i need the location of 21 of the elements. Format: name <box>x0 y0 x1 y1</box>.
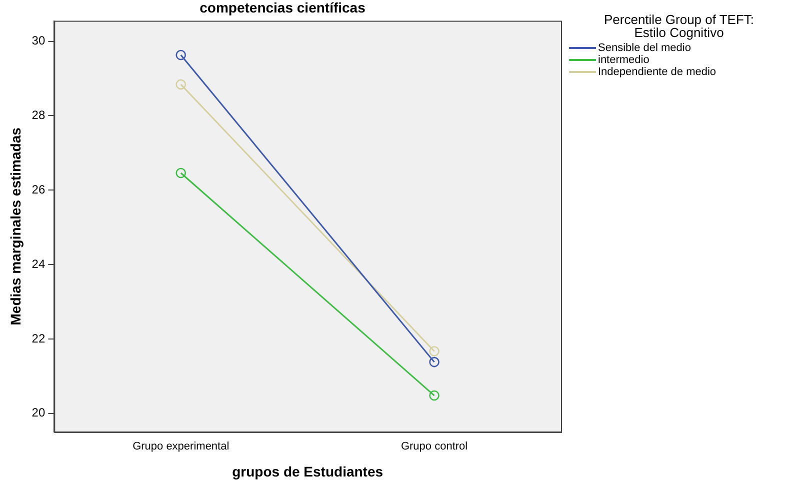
point <box>429 390 440 401</box>
y-tick-label: 30 <box>32 34 46 48</box>
x-tick-label: Grupo control <box>400 440 468 453</box>
point <box>176 79 186 90</box>
y-tick-label: 28 <box>32 108 46 122</box>
legend-label: intermedio <box>598 54 650 66</box>
y-axis-title: Medias marginales estimadas <box>7 127 24 326</box>
y-tick-label: 20 <box>32 406 46 420</box>
legend-label: Sensible del medio <box>598 42 691 54</box>
chart-title: competencias científicas <box>200 0 366 16</box>
y-tick-label: 26 <box>32 182 46 196</box>
y-tick-label: 24 <box>32 256 46 271</box>
point <box>176 168 186 178</box>
point <box>429 346 440 356</box>
legend-label: Independiente de medio <box>598 66 716 78</box>
legend-title: Percentile Group of TEFT: Estilo Cognitivo <box>604 12 754 40</box>
point <box>429 356 440 368</box>
point <box>176 50 186 60</box>
x-tick-label: Grupo experimental <box>132 440 230 453</box>
y-tick-label: 22 <box>32 331 46 346</box>
x-axis-title: grupos de Estudiantes <box>232 463 384 480</box>
